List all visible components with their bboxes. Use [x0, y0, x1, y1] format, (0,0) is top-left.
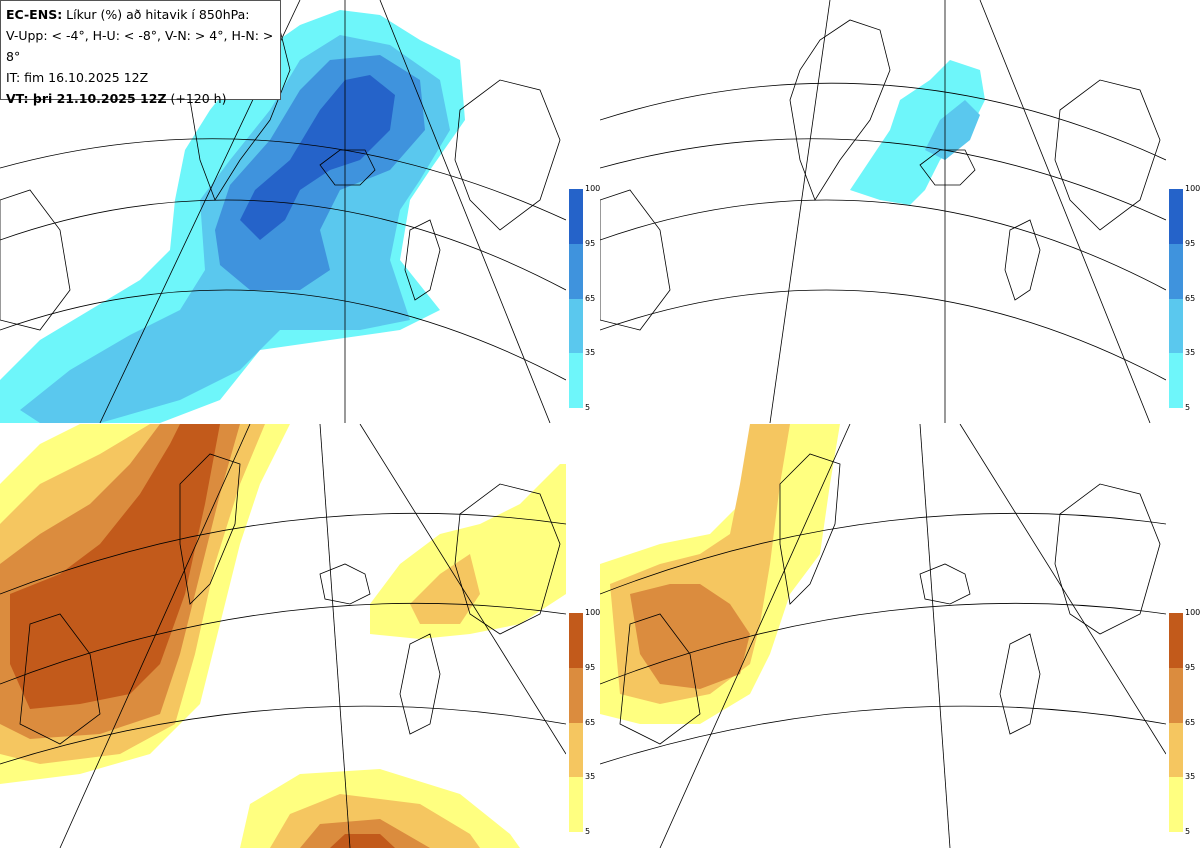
- prob-area-95-south: [330, 834, 395, 848]
- title-thresholds: V-Upp: < -4°, H-U: < -8°, V-N: > 4°, H-N…: [6, 28, 274, 64]
- title-valid-time: VT: þri 21.10.2025 12Z: [6, 91, 167, 106]
- map-panel-bottom-right: [600, 424, 1166, 848]
- colorbar-segment: [1169, 613, 1183, 668]
- colorbar-tick-label: 65: [1185, 293, 1196, 303]
- colorbar-segment: [569, 243, 583, 299]
- colorbar-segment: [1169, 298, 1183, 354]
- colorbar-tick-label: 5: [585, 827, 591, 836]
- colorbar-segment: [569, 189, 583, 244]
- graticule: [600, 424, 1166, 848]
- prob-area-65-south: [300, 819, 430, 848]
- map-panel-bottom-left: [0, 424, 566, 848]
- colorbar-tick-label: 65: [1185, 717, 1196, 727]
- graticule: [0, 424, 566, 848]
- colorbar-warm-left: 100 95 65 35 5: [569, 608, 600, 836]
- prob-area-5: [850, 60, 985, 205]
- probability-map-warm-plus4: [0, 424, 566, 848]
- colorbar-segment: [569, 777, 583, 832]
- colorbar-segment: [569, 667, 583, 723]
- colorbar-tick-label: 5: [585, 403, 591, 412]
- colorbar-warm-right: 100 95 65 35 5: [1169, 608, 1200, 836]
- map-title-box: EC-ENS: Líkur (%) að hitavik í 850hPa: V…: [0, 0, 281, 106]
- coastlines: [600, 19, 1161, 331]
- colorbar-tick-label: 65: [585, 717, 596, 727]
- colorbar-tick-label: 35: [1185, 348, 1196, 358]
- colorbar-segment: [1169, 189, 1183, 244]
- prob-area-35: [925, 100, 980, 160]
- colorbar-segment: [1169, 243, 1183, 299]
- colorbar-segment: [1169, 722, 1183, 778]
- colorbar-segment: [1169, 777, 1183, 832]
- title-description: Líkur (%) að hitavik í 850hPa:: [62, 7, 250, 22]
- colorbar-tick-label: 35: [585, 772, 596, 782]
- colorbar-tick-label: 95: [585, 662, 596, 672]
- colorbar-tick-label: 100: [1185, 184, 1200, 193]
- coastlines: [19, 453, 561, 745]
- prob-area-95: [240, 75, 395, 240]
- probability-map-warm-plus8: [600, 424, 1166, 848]
- map-panel-top-left: EC-ENS: Líkur (%) að hitavik í 850hPa: V…: [0, 0, 566, 423]
- colorbar-segment: [1169, 353, 1183, 408]
- title-model: EC-ENS:: [6, 7, 63, 22]
- coastlines: [619, 453, 1161, 745]
- colorbar-tick-label: 100: [585, 184, 601, 193]
- prob-area-5-east: [370, 464, 566, 639]
- colorbar-segment: [569, 353, 583, 408]
- prob-area-65-east: [410, 554, 480, 624]
- colorbar-segment: [1169, 667, 1183, 723]
- colorbar-tick-label: 35: [1185, 772, 1196, 782]
- graticule: [600, 0, 1166, 423]
- map-panel-top-right: [600, 0, 1166, 423]
- colorbar-segment: [569, 298, 583, 354]
- probability-map-cold-minus4: [0, 0, 566, 423]
- colorbar-tick-label: 95: [1185, 662, 1196, 672]
- colorbar-tick-label: 95: [1185, 238, 1196, 248]
- colorbar-tick-label: 95: [585, 238, 596, 248]
- colorbar-tick-label: 100: [585, 608, 601, 617]
- probability-map-cold-minus8: [600, 0, 1166, 423]
- colorbar-tick-label: 100: [1185, 608, 1200, 617]
- colorbar-tick-label: 35: [585, 348, 596, 358]
- colorbar-tick-label: 5: [1185, 403, 1191, 412]
- colorbar-segment: [569, 613, 583, 668]
- colorbar-tick-label: 65: [585, 293, 596, 303]
- colorbar-segment: [569, 722, 583, 778]
- prob-area-95: [10, 424, 220, 709]
- colorbar-cold-left: 100 95 65 35 5: [569, 184, 600, 412]
- colorbar-tick-label: 5: [1185, 827, 1191, 836]
- title-init-time: IT: fim 16.10.2025 12Z: [6, 70, 149, 85]
- colorbar-cold-right: 100 95 65 35 5: [1169, 184, 1200, 412]
- title-lead-time: (+120 h): [166, 91, 227, 106]
